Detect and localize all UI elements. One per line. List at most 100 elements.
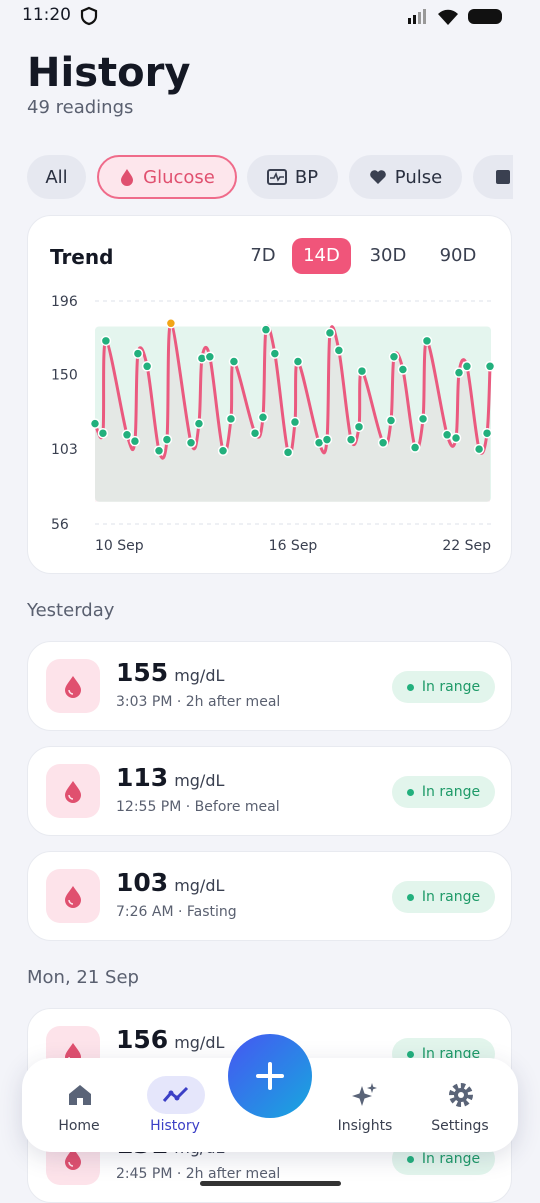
nav-label: History xyxy=(150,1118,200,1134)
data-point xyxy=(292,356,304,367)
bp-icon xyxy=(266,169,287,185)
value-number: 103 xyxy=(116,868,169,897)
data-point xyxy=(97,427,109,439)
filter-chip[interactable]: All xyxy=(27,155,86,199)
reading-card[interactable]: 103 mg/dL 7:26 AM · Fasting In range xyxy=(27,851,512,941)
data-point xyxy=(185,437,197,449)
data-point xyxy=(165,318,177,329)
reading-value: 155 mg/dL xyxy=(116,658,224,687)
data-point xyxy=(484,361,496,372)
data-point xyxy=(353,421,365,433)
range-button[interactable]: 7D xyxy=(250,245,276,266)
active-pill xyxy=(147,1076,205,1114)
reading-value: 156 mg/dL xyxy=(116,1025,224,1054)
data-point xyxy=(228,356,240,367)
section-label: Mon, 21 Sep xyxy=(27,967,139,988)
reading-detail: 2:45 PM · 2h after meal xyxy=(116,1166,281,1182)
status-time: 11:20 xyxy=(22,5,71,25)
home-icon xyxy=(69,1085,91,1105)
filter-chip-selected[interactable]: Glucose xyxy=(97,155,237,199)
data-point xyxy=(356,365,368,377)
nav-label: Insights xyxy=(337,1118,393,1134)
data-point xyxy=(417,413,429,425)
data-point xyxy=(217,445,229,456)
data-point xyxy=(388,351,400,362)
reading-detail: 7:26 AM · Fasting xyxy=(116,904,237,920)
value-number: 113 xyxy=(116,763,169,792)
reading-detail: 12:55 PM · Before meal xyxy=(116,799,280,815)
chip-label: All xyxy=(45,166,68,188)
data-point xyxy=(129,435,141,447)
nav-item[interactable]: Home xyxy=(34,1058,124,1152)
home-indicator xyxy=(200,1181,341,1186)
y-tick-label: 196 xyxy=(51,294,78,310)
status-badge: In range xyxy=(392,881,495,913)
data-point xyxy=(257,412,269,423)
subtitle: 49 readings xyxy=(27,97,134,118)
nav-item[interactable]: Settings xyxy=(415,1058,505,1152)
data-point xyxy=(161,434,173,445)
sparkle-icon xyxy=(352,1083,377,1106)
shield-icon xyxy=(80,6,98,26)
filter-chip[interactable]: Pulse xyxy=(349,155,462,199)
data-point xyxy=(385,415,397,426)
data-point xyxy=(321,434,333,445)
trend-chart: 56 103 150 196 10 Sep 16 Sep 22 Sep xyxy=(51,294,496,554)
section-label: Yesterday xyxy=(27,600,115,621)
chip-label: Pulse xyxy=(394,166,443,188)
reading-card[interactable]: 155 mg/dL 3:03 PM · 2h after meal In range xyxy=(27,641,512,731)
filter-chip[interactable]: BP xyxy=(247,155,338,199)
range-button-selected[interactable]: 14D xyxy=(292,238,351,274)
trend-title: Trend xyxy=(50,245,114,269)
data-point xyxy=(473,443,485,455)
drop-icon xyxy=(65,886,81,908)
value-unit: mg/dL xyxy=(174,876,225,895)
value-unit: mg/dL xyxy=(174,1033,225,1052)
heart-icon xyxy=(369,170,386,184)
x-tick-label: 10 Sep xyxy=(95,538,144,554)
data-point xyxy=(260,324,272,335)
reading-value: 103 mg/dL xyxy=(116,868,224,897)
range-button[interactable]: 90D xyxy=(439,245,477,266)
drop-icon xyxy=(65,676,81,698)
page-title: History xyxy=(27,50,191,96)
nav-item-active[interactable]: History xyxy=(130,1058,220,1152)
data-point xyxy=(481,427,493,439)
data-point xyxy=(132,348,144,359)
data-point xyxy=(453,367,465,378)
data-point xyxy=(461,361,473,372)
reading-icon xyxy=(46,869,100,923)
reading-icon xyxy=(46,659,100,713)
data-point xyxy=(409,442,421,453)
filter-chip[interactable] xyxy=(473,155,513,199)
drop-icon xyxy=(121,169,134,186)
data-point xyxy=(225,413,237,425)
trend-line xyxy=(93,321,492,460)
trend-area xyxy=(95,323,491,502)
data-point xyxy=(153,445,165,456)
data-point xyxy=(141,361,153,372)
data-point xyxy=(204,351,216,362)
chip-icon xyxy=(496,170,510,184)
reading-card[interactable]: 113 mg/dL 12:55 PM · Before meal In range xyxy=(27,746,512,836)
filter-row: All Glucose BP Pulse xyxy=(0,0,513,220)
data-point xyxy=(333,345,345,356)
range-button[interactable]: 30D xyxy=(369,245,407,266)
reading-detail: 3:03 PM · 2h after meal xyxy=(116,694,281,710)
x-tick-label: 22 Sep xyxy=(442,538,491,554)
nav-item[interactable]: Insights xyxy=(320,1058,410,1152)
data-point xyxy=(377,437,389,449)
data-point xyxy=(121,429,133,441)
value-number: 155 xyxy=(116,658,169,687)
status-icons xyxy=(408,9,502,25)
data-point xyxy=(324,327,336,339)
add-button[interactable] xyxy=(226,1032,316,1122)
data-point xyxy=(450,432,462,444)
gear-icon xyxy=(449,1083,473,1107)
data-point xyxy=(345,434,357,445)
reading-value: 113 mg/dL xyxy=(116,763,224,792)
nav-label: Settings xyxy=(431,1118,489,1134)
value-unit: mg/dL xyxy=(174,666,225,685)
data-point xyxy=(282,447,294,458)
chip-label: BP xyxy=(294,166,319,188)
